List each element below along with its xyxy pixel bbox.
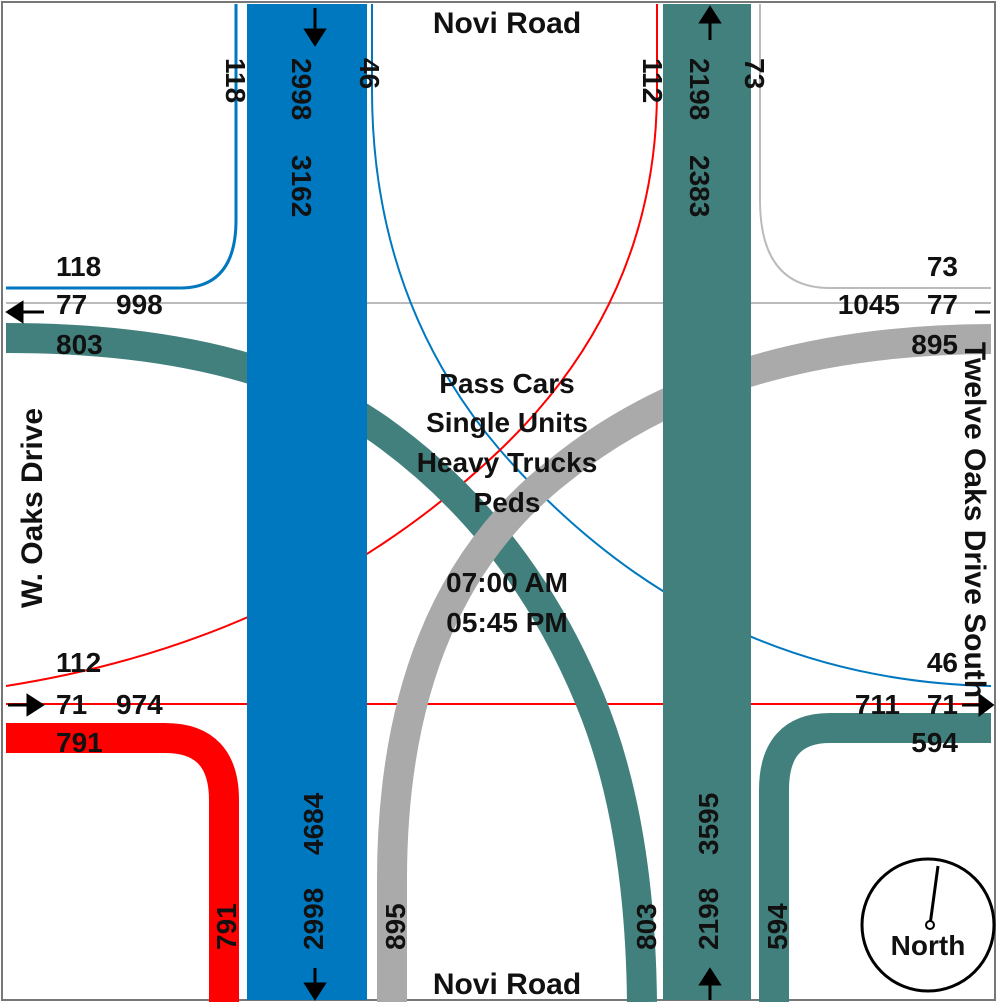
end-time: 05:45 PM bbox=[446, 607, 567, 638]
west-to-south-right-band bbox=[6, 723, 239, 1002]
novi-northbound-band bbox=[663, 4, 751, 1000]
west-bottom-through-count: 71 bbox=[56, 689, 87, 720]
east-bottom-through-count: 71 bbox=[927, 689, 958, 720]
compass-pivot bbox=[925, 920, 935, 930]
west-top-right-count: 118 bbox=[56, 251, 101, 282]
south-in-through-count: 2198 bbox=[693, 888, 724, 950]
compass-needle-icon bbox=[928, 865, 940, 926]
legend-pass-cars: Pass Cars bbox=[439, 368, 574, 399]
start-time: 07:00 AM bbox=[446, 567, 568, 598]
east-bottom-right-count: 46 bbox=[927, 647, 958, 678]
novi-southbound-band bbox=[247, 4, 367, 1000]
north-right-turn-curve bbox=[6, 4, 238, 290]
arrows bbox=[5, 5, 995, 1001]
south-through-count: 2998 bbox=[298, 888, 329, 950]
north-in-total-count: 2383 bbox=[684, 155, 715, 217]
east-top-left-count: 895 bbox=[911, 329, 958, 360]
north-road-name: Novi Road bbox=[433, 7, 581, 40]
south-road-name: Novi Road bbox=[433, 968, 581, 1001]
east-bottom-left-count: 594 bbox=[911, 727, 958, 758]
west-top-through-count: 77 bbox=[56, 289, 87, 320]
west-top-total-count: 998 bbox=[116, 289, 163, 320]
south-right-count: 895 bbox=[380, 903, 411, 950]
west-bottom-left-count: 791 bbox=[56, 727, 103, 758]
east-right-turn-curve bbox=[759, 4, 991, 289]
west-left-turn-curve bbox=[5, 4, 658, 687]
legend-peds: Peds bbox=[474, 487, 541, 518]
legend-single-units: Single Units bbox=[426, 407, 588, 438]
south-in-left-count: 803 bbox=[631, 903, 662, 950]
south-in-right-count: 594 bbox=[762, 903, 793, 950]
compass: North bbox=[860, 857, 996, 993]
east-top-right-count: 73 bbox=[927, 251, 958, 282]
east-to-south-band bbox=[759, 713, 991, 1002]
east-road-name: Twelve Oaks Drive South bbox=[958, 342, 991, 698]
legend-heavy-trucks: Heavy Trucks bbox=[417, 447, 598, 478]
north-left-turn-count: 46 bbox=[354, 58, 385, 89]
north-in-left-count: 73 bbox=[739, 58, 770, 89]
west-bottom-total-count: 974 bbox=[116, 689, 163, 720]
south-total-count: 4684 bbox=[298, 792, 329, 855]
north-total-count: 3162 bbox=[286, 155, 317, 217]
south-in-total-count: 3595 bbox=[693, 793, 724, 855]
north-right-turn-count: 118 bbox=[220, 58, 251, 103]
north-left-turn-curve bbox=[371, 4, 992, 687]
north-through-count: 2998 bbox=[286, 58, 317, 120]
compass-label: North bbox=[891, 930, 966, 961]
west-road-name: W. Oaks Drive bbox=[16, 408, 49, 608]
north-in-through-count: 2198 bbox=[684, 58, 715, 120]
east-bottom-total-count: 711 bbox=[855, 689, 900, 720]
north-in-right-count: 112 bbox=[637, 58, 668, 103]
south-left-count: 791 bbox=[211, 903, 242, 950]
south-to-east-right-band bbox=[377, 324, 992, 1002]
east-top-through-count: 77 bbox=[927, 289, 958, 320]
west-bottom-right-count: 112 bbox=[56, 647, 101, 678]
east-top-total-count: 1045 bbox=[838, 289, 900, 320]
west-top-left-count: 803 bbox=[56, 329, 103, 360]
